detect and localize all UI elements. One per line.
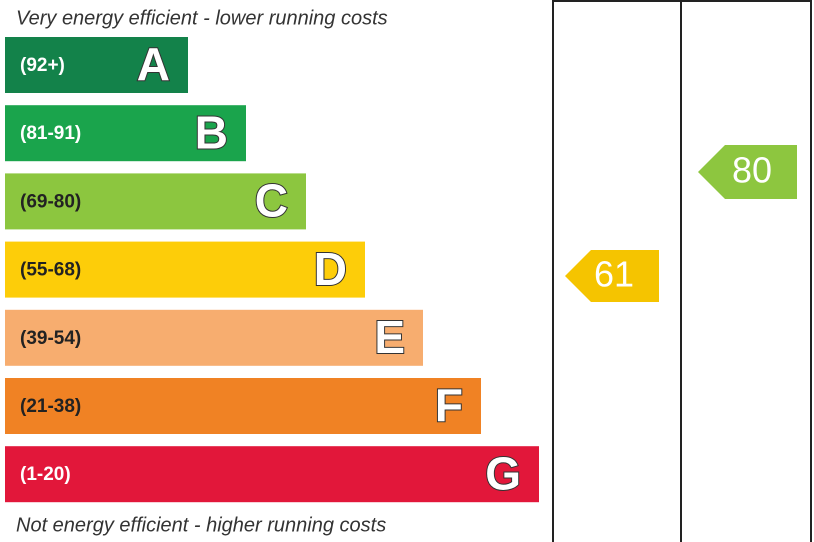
band-letter: F [435, 379, 463, 431]
band-letter: A [137, 38, 170, 90]
band-letter: B [195, 106, 228, 158]
band-letter: C [255, 175, 288, 227]
band-letter: D [314, 243, 347, 295]
band-range: (1-20) [20, 464, 71, 485]
band: (69-80) C [5, 173, 306, 230]
bands: (92+) A (81-91) B (69-80) C (55-68) D (39-54) E (2… [5, 37, 539, 503]
band: (21-38) F [5, 378, 481, 434]
band: (39-54) E [5, 309, 423, 366]
current-value: 61 [594, 254, 634, 295]
band-bar [5, 378, 481, 434]
band-letter: E [374, 311, 405, 363]
band-bar [5, 173, 306, 230]
potential-rating: 80 [698, 145, 797, 199]
potential-value: 80 [732, 150, 772, 191]
band-range: (69-80) [20, 191, 81, 212]
band-bar [5, 309, 423, 366]
band: (1-20) G [5, 446, 539, 503]
band-range: (21-38) [20, 396, 81, 417]
potential-arrow [698, 145, 797, 199]
band-bar [5, 241, 365, 298]
band: (92+) A [5, 37, 188, 93]
bottom-note: Not energy efficient - higher running co… [16, 514, 386, 536]
band-bar [5, 37, 188, 93]
band-range: (92+) [20, 55, 65, 76]
band-range: (39-54) [20, 328, 81, 349]
band-range: (55-68) [20, 260, 81, 281]
band: (81-91) B [5, 105, 246, 162]
band-bar [5, 105, 246, 162]
current-rating: 61 [565, 250, 659, 302]
current-arrow [565, 250, 659, 302]
band-letter: G [485, 447, 521, 499]
top-note: Very energy efficient - lower running co… [16, 7, 388, 29]
band-bar [5, 446, 539, 503]
band: (55-68) D [5, 241, 365, 298]
band-range: (81-91) [20, 123, 81, 144]
